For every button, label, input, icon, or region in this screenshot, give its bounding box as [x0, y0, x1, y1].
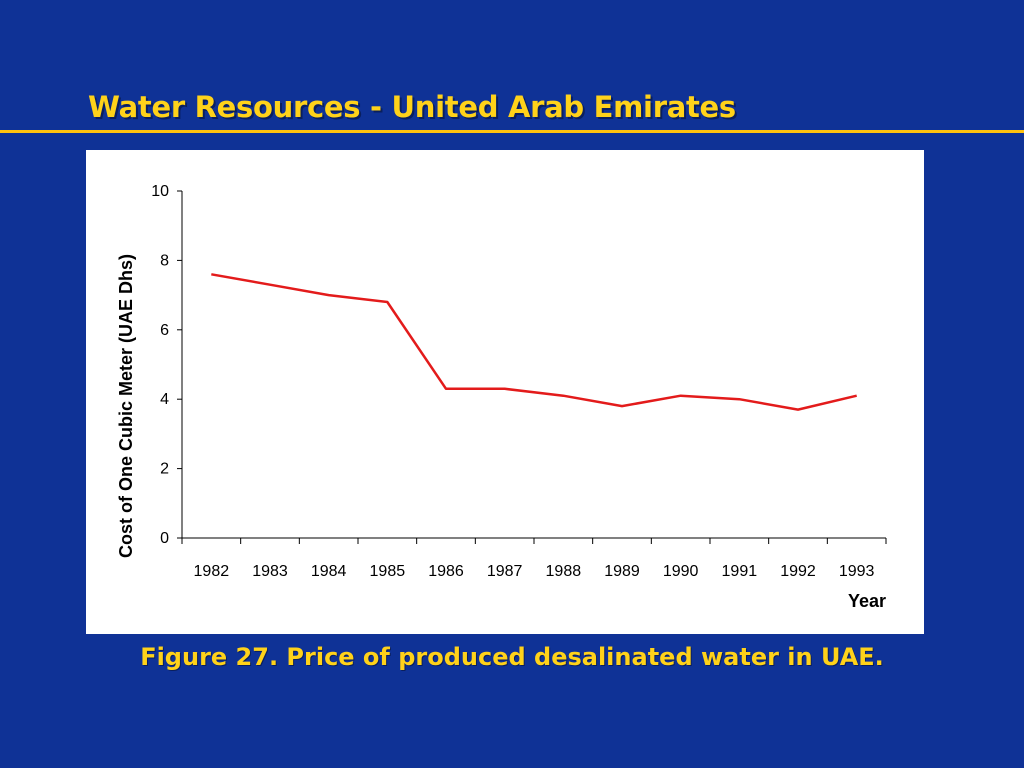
x-tick-label: 1985 — [370, 563, 406, 580]
y-axis-title: Cost of One Cubic Meter (UAE Dhs) — [116, 254, 136, 558]
figure-caption: Figure 27. Price of produced desalinated… — [140, 643, 884, 671]
chart-panel: 0 2 4 6 8 10 1982 1983 1984 1985 1986 1987 1988 1989… — [86, 150, 924, 634]
series-line — [211, 273, 857, 411]
x-tick-label: 1984 — [311, 563, 347, 580]
y-tick-label: 10 — [151, 183, 169, 200]
x-tick-label: 1986 — [428, 563, 464, 580]
x-tick-label: 1990 — [663, 563, 699, 580]
x-tick-label: 1991 — [722, 563, 758, 580]
y-tick-label: 0 — [160, 530, 169, 547]
x-tick-label: 1988 — [546, 563, 582, 580]
line-chart: 0 2 4 6 8 10 1982 1983 1984 1985 1986 1987 1988 1989… — [116, 183, 887, 611]
y-tick-label: 2 — [160, 461, 169, 478]
chart-series — [211, 273, 857, 411]
y-tick-label: 8 — [160, 252, 169, 269]
x-axis-title: Year — [848, 591, 886, 611]
title-divider — [0, 130, 1024, 133]
y-tick-label: 6 — [160, 322, 169, 339]
x-tick-label: 1987 — [487, 563, 523, 580]
x-axis-ticks: 1982 1983 1984 1985 1986 1987 1988 1989 1990 1991… — [181, 538, 887, 580]
x-tick-label: 1989 — [604, 563, 640, 580]
x-tick-label: 1982 — [194, 563, 230, 580]
x-tick-label: 1993 — [839, 563, 875, 580]
slide-title: Water Resources - United Arab Emirates — [88, 90, 736, 124]
x-tick-label: 1983 — [252, 563, 288, 580]
x-tick-label: 1992 — [780, 563, 816, 580]
y-axis-ticks: 0 2 4 6 8 10 — [151, 183, 182, 547]
y-tick-label: 4 — [160, 391, 169, 408]
chart-axes — [181, 191, 886, 539]
